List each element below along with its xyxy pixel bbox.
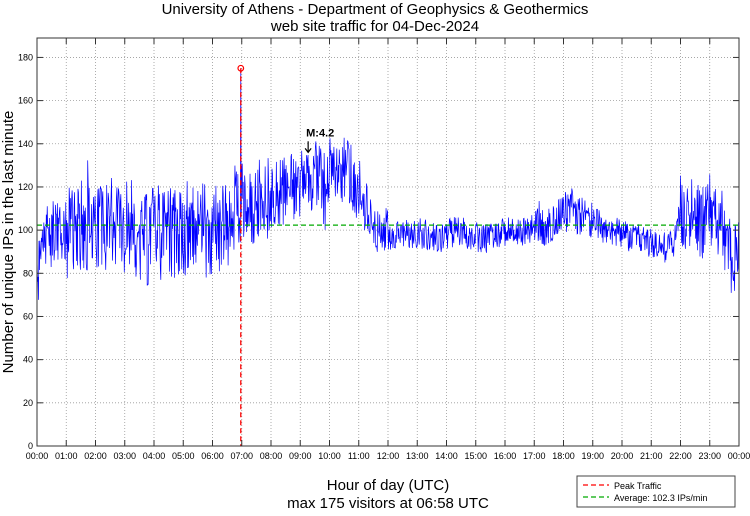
x-tick-label: 00:00	[728, 451, 750, 461]
max-visitors-footer: max 175 visitors at 06:58 UTC	[287, 495, 489, 511]
y-tick-label: 100	[18, 225, 33, 235]
x-tick-label: 12:00	[377, 451, 400, 461]
chart-subtitle: web site traffic for 04-Dec-2024	[270, 18, 479, 35]
legend-peak-label: Peak Traffic	[614, 481, 662, 491]
arrow-down-icon	[304, 148, 312, 154]
y-tick-label: 180	[18, 52, 33, 62]
x-tick-label: 17:00	[523, 451, 546, 461]
x-tick-label: 13:00	[406, 451, 429, 461]
y-tick-label: 160	[18, 96, 33, 106]
x-tick-label: 07:00	[230, 451, 253, 461]
x-tick-label: 16:00	[494, 451, 517, 461]
traffic-line	[36, 68, 739, 300]
y-tick-label: 0	[28, 441, 33, 451]
x-tick-label: 05:00	[172, 451, 195, 461]
y-tick-label: 20	[23, 398, 33, 408]
x-tick-label: 14:00	[435, 451, 458, 461]
y-tick-label: 80	[23, 268, 33, 278]
x-axis-label: Hour of day (UTC)	[327, 477, 450, 494]
x-tick-label: 00:00	[26, 451, 49, 461]
x-tick-label: 20:00	[611, 451, 634, 461]
x-tick-label: 18:00	[552, 451, 575, 461]
x-tick-label: 04:00	[143, 451, 166, 461]
x-tick-label: 08:00	[260, 451, 283, 461]
x-tick-label: 09:00	[289, 451, 312, 461]
legend-average-label: Average: 102.3 IPs/min	[614, 493, 707, 503]
x-tick-label: 15:00	[464, 451, 487, 461]
x-tick-label: 02:00	[84, 451, 107, 461]
x-tick-label: 03:00	[113, 451, 136, 461]
plot-frame	[36, 37, 740, 447]
x-tick-label: 21:00	[640, 451, 663, 461]
y-axis-label: Number of unique IPs in the last minute	[0, 111, 17, 374]
y-tick-label: 40	[23, 355, 33, 365]
peak-marker	[237, 64, 245, 72]
y-tick-label: 60	[23, 311, 33, 321]
x-tick-label: 11:00	[348, 451, 370, 461]
y-tick-label: 120	[18, 182, 33, 192]
legend: Peak Traffic Average: 102.3 IPs/min	[576, 475, 736, 508]
x-tick-label: 23:00	[698, 451, 721, 461]
x-tick-label: 01:00	[55, 451, 78, 461]
chart-title: University of Athens - Department of Geo…	[162, 1, 589, 18]
x-tick-label: 22:00	[669, 451, 692, 461]
magnitude-annotation: M:4.2	[306, 127, 334, 139]
x-tick-label: 10:00	[318, 451, 341, 461]
axes: 00:00 01:00 02:00 03:00 04:00 05:00 06:00 07:00…	[18, 37, 750, 461]
series-layer	[36, 64, 739, 446]
x-tick-label: 19:00	[581, 451, 604, 461]
y-tick-label: 140	[18, 139, 33, 149]
x-tick-label: 06:00	[201, 451, 224, 461]
